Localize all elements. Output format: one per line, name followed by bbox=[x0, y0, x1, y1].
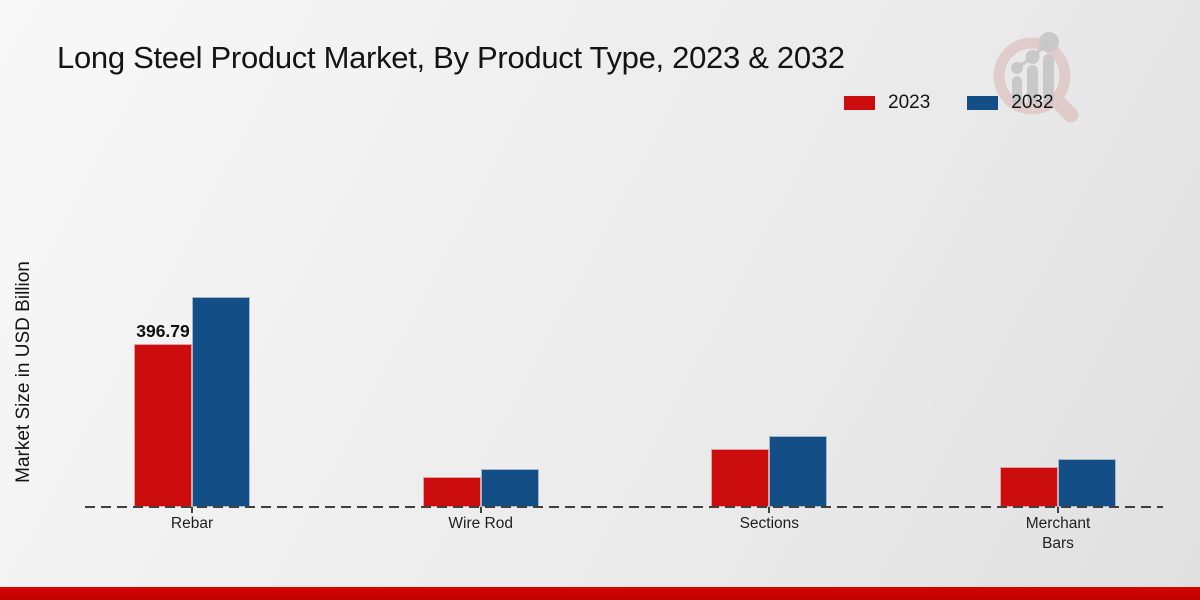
bar-wire-rod-2032 bbox=[480, 469, 539, 507]
legend-item-2023: 2023 bbox=[843, 92, 930, 114]
legend-swatch-2023 bbox=[843, 95, 876, 111]
bar-rebar-2032 bbox=[192, 297, 250, 507]
x-tick bbox=[768, 507, 771, 513]
legend-item-2032: 2032 bbox=[966, 92, 1054, 114]
category-label-rebar: Rebar bbox=[170, 515, 214, 532]
bar-merchant-bars-2023 bbox=[1000, 467, 1058, 507]
bar-merchant-bars-2032 bbox=[1058, 459, 1116, 507]
bar-wire-rod-2023 bbox=[422, 477, 481, 507]
x-tick bbox=[1057, 507, 1059, 513]
bar-sections-2023 bbox=[711, 449, 770, 507]
legend: 2023 2032 bbox=[843, 92, 1054, 114]
footer-accent-bar bbox=[0, 587, 1200, 600]
chart-title: Long Steel Product Market, By Product Ty… bbox=[57, 40, 845, 75]
category-label-sections: Sections bbox=[739, 515, 800, 532]
legend-label-2032: 2032 bbox=[1011, 92, 1054, 113]
magnifier-bar-chart-logo-icon bbox=[993, 32, 1079, 123]
x-tick bbox=[479, 507, 482, 513]
category-label-wire-rod: Wire Rod bbox=[448, 515, 513, 532]
x-tick bbox=[191, 507, 193, 513]
bar-rebar-2023 bbox=[134, 344, 192, 507]
data-label: 396.79 bbox=[136, 321, 190, 341]
x-axis-baseline bbox=[85, 506, 1163, 508]
category-label-merchant-bars: Merchant Bars bbox=[1025, 515, 1091, 553]
bar-sections-2032 bbox=[769, 436, 828, 507]
legend-swatch-2032 bbox=[966, 95, 1000, 111]
legend-label-2023: 2023 bbox=[888, 92, 931, 113]
